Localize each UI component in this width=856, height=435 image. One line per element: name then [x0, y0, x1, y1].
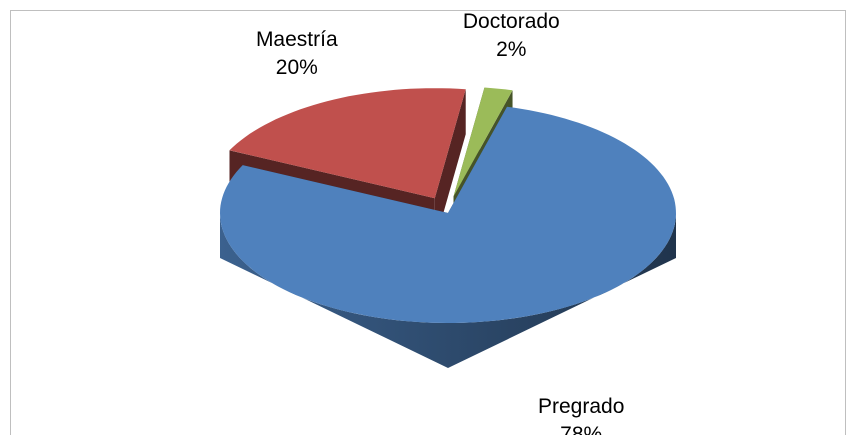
category-label: Doctorado	[463, 10, 560, 33]
slice	[229, 88, 466, 199]
category-label: Pregrado	[538, 395, 624, 418]
slice-side	[220, 213, 676, 368]
value-label: 20%	[276, 56, 318, 79]
slice	[453, 87, 513, 197]
category-label: Maestría	[256, 28, 338, 51]
value-label: 78%	[560, 423, 602, 435]
slice-wall	[434, 89, 466, 244]
slice	[220, 106, 676, 323]
value-label: 2%	[496, 38, 526, 61]
